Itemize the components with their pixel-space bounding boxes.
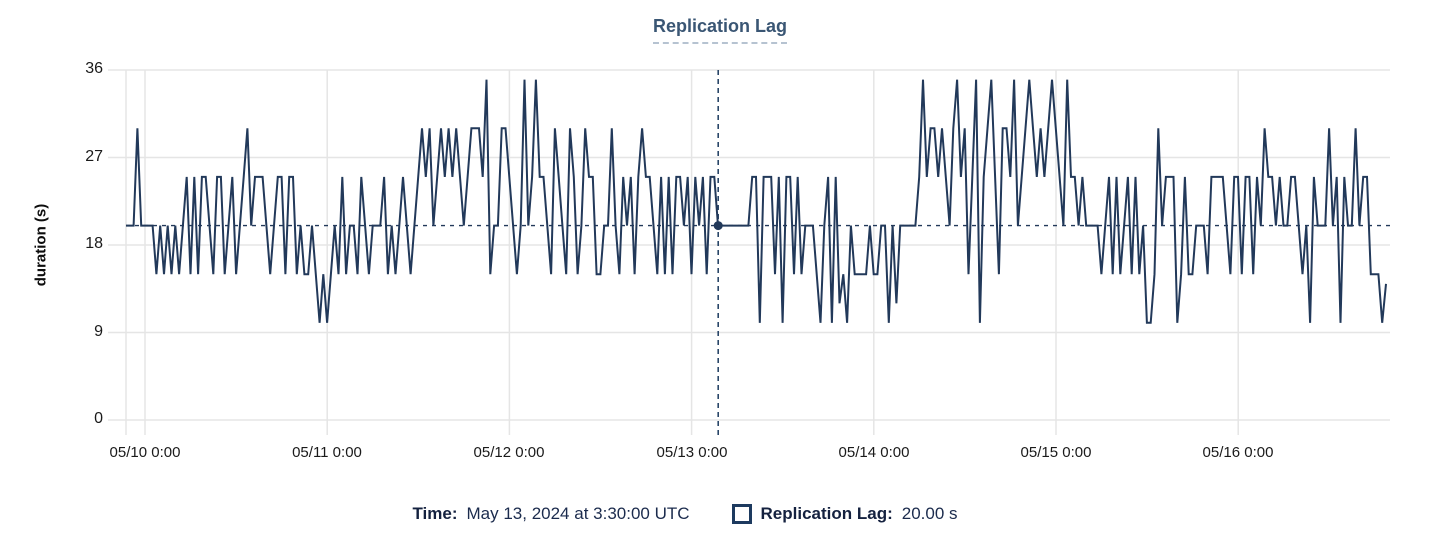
x-tick-0513: 05/13 0:00 <box>656 444 728 461</box>
series-readout[interactable]: Replication Lag: 20.00 s <box>731 504 958 524</box>
x-tick-0515: 05/15 0:00 <box>1020 444 1092 461</box>
series-value: 20.00 s <box>901 504 958 523</box>
time-readout: Time: May 13, 2024 at 3:30:00 UTC <box>412 504 689 524</box>
hover-readout: Time: May 13, 2024 at 3:30:00 UTC Replic… <box>0 504 1440 524</box>
series-label: Replication Lag: <box>760 504 893 523</box>
y-tick-0: 0 <box>94 410 103 427</box>
time-value: May 13, 2024 at 3:30:00 UTC <box>466 504 690 523</box>
series-legend-toggle[interactable]: Replication Lag <box>652 16 787 44</box>
y-tick-9: 9 <box>94 323 103 340</box>
time-label: Time: <box>412 504 458 523</box>
series-swatch-icon <box>731 504 752 524</box>
x-tick-0516: 05/16 0:00 <box>1202 444 1274 461</box>
x-tick-0511: 05/11 0:00 <box>292 444 362 461</box>
y-tick-18: 18 <box>85 235 103 252</box>
x-tick-0514: 05/14 0:00 <box>838 444 910 461</box>
x-tick-0510: 05/10 0:00 <box>109 444 181 461</box>
x-tick-0512: 05/12 0:00 <box>473 444 545 461</box>
y-tick-36: 36 <box>85 60 103 77</box>
hovered-point-marker <box>713 221 723 231</box>
replication-lag-series-line <box>126 79 1387 324</box>
chart-header: Replication Lag <box>0 16 1440 44</box>
y-tick-27: 27 <box>85 148 103 165</box>
